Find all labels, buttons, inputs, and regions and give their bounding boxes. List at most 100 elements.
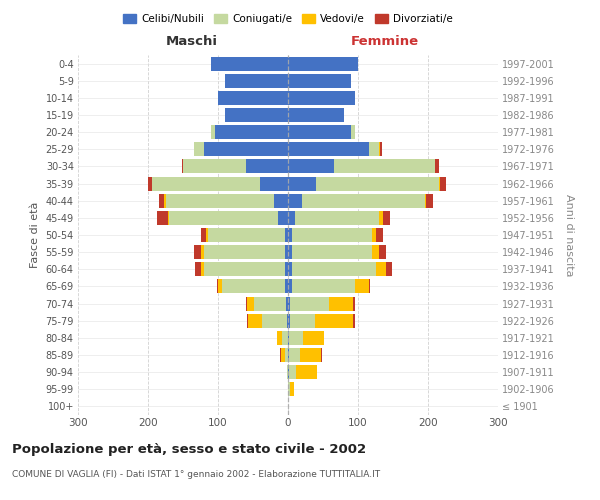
Bar: [292, 245, 372, 259]
Bar: [288, 245, 292, 259]
Bar: [435, 160, 439, 173]
Bar: [200, 262, 204, 276]
Bar: [288, 348, 289, 362]
Bar: [376, 228, 383, 242]
Bar: [288, 56, 358, 70]
Bar: [376, 262, 386, 276]
Bar: [288, 365, 289, 379]
Bar: [372, 245, 379, 259]
Bar: [247, 296, 254, 310]
Bar: [281, 348, 284, 362]
Bar: [284, 348, 288, 362]
Bar: [284, 262, 288, 276]
Bar: [368, 280, 370, 293]
Bar: [372, 228, 376, 242]
Bar: [277, 331, 283, 345]
Bar: [167, 211, 169, 225]
Bar: [314, 314, 353, 328]
Bar: [288, 331, 289, 345]
Bar: [217, 280, 218, 293]
Bar: [218, 280, 221, 293]
Bar: [288, 74, 351, 88]
Bar: [164, 194, 166, 207]
Bar: [290, 382, 293, 396]
Bar: [287, 314, 288, 328]
Bar: [221, 280, 284, 293]
Bar: [280, 348, 281, 362]
Bar: [426, 194, 433, 207]
Bar: [200, 228, 206, 242]
Bar: [215, 125, 288, 139]
Bar: [287, 365, 288, 379]
Bar: [379, 211, 383, 225]
Bar: [195, 262, 200, 276]
Bar: [292, 280, 355, 293]
Bar: [204, 142, 288, 156]
Bar: [166, 194, 274, 207]
Bar: [211, 56, 288, 70]
Bar: [289, 365, 296, 379]
Bar: [290, 296, 329, 310]
Bar: [440, 176, 446, 190]
Bar: [334, 160, 435, 173]
Bar: [204, 245, 284, 259]
Y-axis label: Anni di nascita: Anni di nascita: [565, 194, 574, 276]
Bar: [321, 348, 322, 362]
Bar: [288, 296, 290, 310]
Bar: [288, 125, 351, 139]
Bar: [158, 194, 164, 207]
Bar: [246, 160, 288, 173]
Bar: [246, 296, 247, 310]
Bar: [288, 314, 290, 328]
Bar: [288, 280, 292, 293]
Bar: [288, 382, 290, 396]
Bar: [355, 280, 368, 293]
Bar: [304, 331, 325, 345]
Text: Popolazione per età, sesso e stato civile - 2002: Popolazione per età, sesso e stato civil…: [12, 442, 366, 456]
Bar: [379, 142, 380, 156]
Bar: [290, 314, 314, 328]
Bar: [247, 314, 248, 328]
Bar: [300, 348, 321, 362]
Bar: [225, 74, 288, 88]
Bar: [316, 176, 439, 190]
Bar: [169, 211, 277, 225]
Bar: [183, 160, 246, 173]
Bar: [379, 245, 386, 259]
Bar: [157, 211, 167, 225]
Bar: [286, 296, 288, 310]
Bar: [288, 142, 368, 156]
Bar: [386, 262, 392, 276]
Bar: [151, 176, 260, 190]
Bar: [193, 142, 204, 156]
Bar: [292, 228, 372, 242]
Bar: [383, 211, 389, 225]
Bar: [193, 245, 200, 259]
Text: COMUNE DI VAGLIA (FI) - Dati ISTAT 1° gennaio 2002 - Elaborazione TUTTITALIA.IT: COMUNE DI VAGLIA (FI) - Dati ISTAT 1° ge…: [12, 470, 380, 479]
Bar: [218, 91, 288, 105]
Bar: [284, 245, 288, 259]
Bar: [284, 228, 288, 242]
Bar: [288, 228, 292, 242]
Bar: [211, 125, 215, 139]
Bar: [225, 108, 288, 122]
Bar: [182, 160, 183, 173]
Bar: [368, 142, 379, 156]
Bar: [208, 228, 284, 242]
Bar: [288, 194, 302, 207]
Bar: [351, 125, 355, 139]
Bar: [439, 176, 440, 190]
Bar: [148, 176, 151, 190]
Bar: [200, 245, 204, 259]
Bar: [262, 314, 287, 328]
Bar: [284, 280, 288, 293]
Bar: [288, 91, 355, 105]
Bar: [288, 160, 334, 173]
Bar: [289, 348, 300, 362]
Y-axis label: Fasce di età: Fasce di età: [30, 202, 40, 268]
Bar: [353, 314, 355, 328]
Bar: [260, 176, 288, 190]
Bar: [206, 228, 208, 242]
Bar: [353, 296, 355, 310]
Bar: [329, 296, 353, 310]
